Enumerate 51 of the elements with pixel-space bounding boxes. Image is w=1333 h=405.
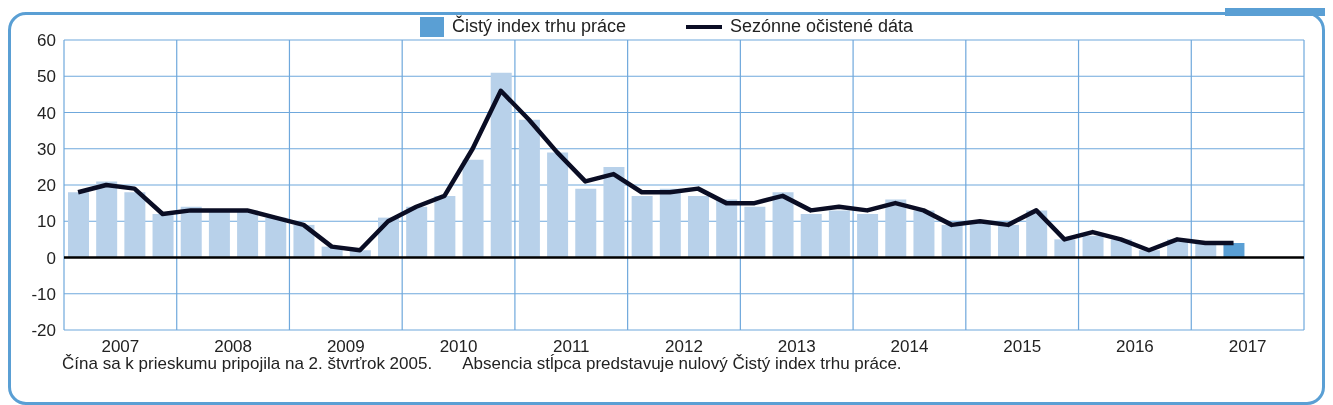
bar [406,206,428,258]
bar [575,188,597,258]
y-tick-label: -10 [31,284,56,304]
y-tick-label: 60 [37,31,56,51]
bar [800,214,822,258]
text: Absencia stĺpca predstavuje nulový Čistý index trhu práce. [462,354,902,374]
x-tick-label: 2016 [1115,337,1154,356]
y-tick-label: 10 [37,212,56,232]
x-tick-label: 2010 [439,337,478,356]
bar [462,159,484,258]
y-tick-label: -20 [31,321,56,341]
bar [716,199,738,258]
bar [688,195,709,258]
bar [152,214,174,258]
x-tick-label: 2009 [326,337,365,356]
y-tick-label: 40 [37,103,56,123]
x-tick-label: 2014 [890,337,929,356]
bar [237,210,259,258]
x-tick-label: 2012 [665,337,703,356]
y-tick-label: 30 [37,139,56,159]
legend-label: Sezónne očistené dáta [729,16,914,37]
bar [828,210,850,258]
x-tick-label: 2015 [1003,337,1042,356]
bar [518,119,540,258]
bar [208,210,230,258]
bar [772,192,794,258]
bar [265,217,287,258]
text: Čistý index trhu práce [451,16,626,37]
x-tick-label: 2017 [1228,337,1267,356]
x-tick-label: 2007 [101,337,140,356]
bar [434,195,456,258]
y-tick-label: 50 [37,67,56,87]
bar [998,224,1019,258]
y-tick-label: 0 [46,248,56,268]
x-tick-label: 2013 [777,337,816,356]
bar [96,181,118,258]
bar [659,188,681,258]
y-tick-label: 20 [37,176,56,196]
line-series [75,88,1236,253]
bar [68,192,89,258]
bar [744,206,766,258]
bar [913,210,935,258]
text: Čína sa k prieskumu pripojila na 2. štvrťrok 2005. [62,354,433,374]
bar [547,152,569,258]
bar [603,166,625,258]
bar [857,214,879,258]
bar [124,192,146,258]
x-tick-label: 2008 [214,337,252,356]
bar [941,224,963,258]
bar [490,72,512,258]
bar [631,195,653,258]
